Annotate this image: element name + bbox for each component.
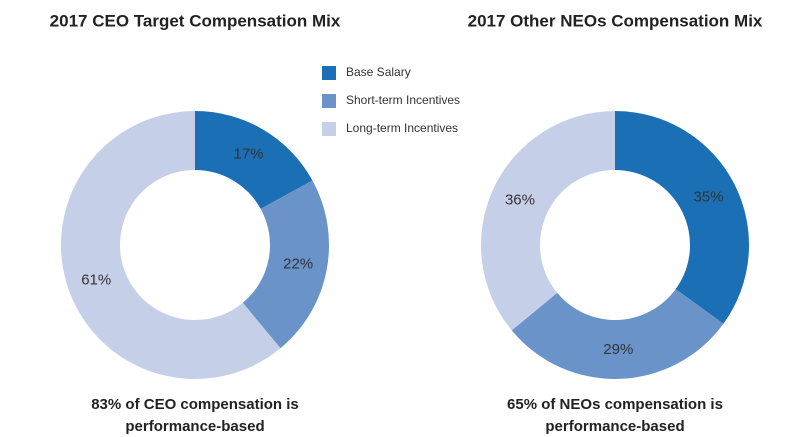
legend-swatch: [322, 66, 336, 80]
donut-slice: [242, 180, 329, 349]
slice-label: 35%: [694, 188, 724, 205]
donut-slice: [511, 289, 724, 379]
legend-swatch: [322, 94, 336, 108]
donut-slice: [615, 111, 749, 324]
donut-slice: [195, 111, 313, 209]
legend-label: Base Salary: [346, 65, 411, 79]
slice-label: 29%: [603, 341, 633, 358]
caption: performance-based: [125, 418, 264, 435]
legend-label: Long-term Incentives: [346, 121, 458, 135]
legend-swatch: [322, 122, 336, 136]
caption: performance-based: [545, 418, 684, 435]
caption: 65% of NEOs compensation is: [507, 396, 723, 413]
slice-label: 61%: [81, 272, 111, 289]
donut-slice: [60, 111, 281, 380]
chart-title: 2017 CEO Target Compensation Mix: [50, 11, 341, 30]
slice-label: 22%: [283, 256, 313, 273]
slice-label: 36%: [505, 191, 535, 208]
chart-title: 2017 Other NEOs Compensation Mix: [468, 11, 763, 30]
donut-slice: [480, 110, 615, 331]
slice-label: 17%: [233, 146, 263, 163]
caption: 83% of CEO compensation is: [91, 396, 299, 413]
legend-label: Short-term Incentives: [346, 93, 460, 107]
